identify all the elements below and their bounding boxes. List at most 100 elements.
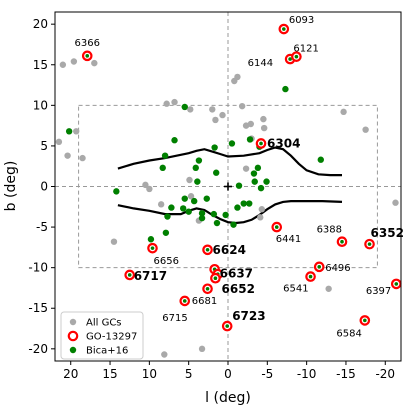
bica16-point [257, 184, 265, 192]
y-tick-label: 20 [33, 17, 48, 31]
legend: All GCs GO-13297 Bica+16 [60, 311, 144, 360]
go13297-point-core [288, 57, 292, 61]
go13297-point-core [274, 225, 279, 229]
go13297-point-core [294, 54, 299, 59]
y-tick-label: 10 [33, 98, 48, 112]
all-gcs-point [142, 181, 149, 189]
all-gcs-point [392, 199, 399, 206]
go13297-point-core [367, 242, 372, 246]
y-tick-label: 15 [33, 58, 48, 72]
cluster-label-6681: 6681 [192, 296, 217, 307]
y-tick-label: -10 [28, 261, 48, 275]
all-gcs-point [219, 111, 226, 119]
data-points [55, 23, 402, 358]
cluster-label-6093: 6093 [289, 15, 314, 26]
x-tick-label: 15 [102, 367, 117, 381]
x-tick-label: 5 [185, 367, 193, 381]
bica16-point [65, 128, 73, 135]
bica16-point [159, 164, 166, 172]
bica16-point [181, 195, 188, 202]
all-gcs-point [231, 77, 238, 85]
bica16-point [171, 137, 178, 144]
x-tick-label: -20 [375, 367, 395, 381]
cluster-label-6397: 6397 [366, 286, 391, 297]
bica16-point [246, 136, 254, 143]
go13297-point-core [85, 54, 90, 58]
legend-label: GO-13297 [86, 332, 137, 343]
bica16-point [179, 205, 187, 212]
all-gcs-point [187, 106, 194, 113]
bica16-point [164, 213, 171, 220]
bica16-point [203, 195, 210, 202]
cluster-label-6388: 6388 [317, 225, 342, 236]
go13297-point-core [205, 248, 210, 252]
go13297-point-core [150, 246, 155, 250]
x-tick-label: -10 [297, 367, 317, 381]
bica16-point [113, 188, 120, 195]
y-axis-title: b (deg) [3, 161, 19, 212]
all-gcs-point [260, 124, 268, 132]
all-gcs-point [362, 126, 369, 133]
bica16-point [230, 221, 237, 228]
bica16-point [222, 211, 229, 219]
go13297-point-core [182, 299, 187, 303]
legend-label: All GCs [86, 318, 122, 329]
cluster-label-6584: 6584 [336, 328, 361, 339]
all-gcs-point [70, 58, 78, 65]
all-gcs-point [212, 116, 219, 124]
bica16-point [282, 85, 289, 93]
all-gcs-point [157, 201, 165, 208]
all-gcs-point [242, 165, 250, 172]
bica16-point [250, 170, 258, 177]
all-gcs-point [55, 138, 63, 146]
cluster-label-6441: 6441 [276, 234, 301, 245]
go13297-point-core [225, 324, 230, 328]
all-gcs-point [187, 193, 195, 200]
cluster-label-6656: 6656 [154, 256, 179, 267]
all-gcs-point [247, 120, 255, 128]
bica16-point [211, 144, 218, 151]
y-tick-label: 0 [40, 180, 48, 194]
bica16-point [251, 178, 258, 185]
bica16-point [181, 103, 188, 111]
all-gcs-point [198, 345, 206, 353]
legend-box [60, 311, 144, 360]
bica16-point [161, 152, 169, 159]
bica16-point [194, 178, 201, 185]
go13297-point-core [317, 265, 322, 269]
bica16-point [234, 204, 241, 211]
axis-ticks: 20 15 10 5 0 -5 -10 -15 -20 20 15 10 5 0 -5 -10 -15 -20 [28, 17, 395, 381]
go13297-point-core [340, 239, 344, 244]
all-gcs-point [257, 214, 264, 221]
bica16-point [246, 200, 253, 207]
bica16-point [213, 219, 221, 227]
all-gcs-point [64, 152, 71, 159]
bica16-point [210, 210, 218, 218]
cluster-label-6352: 6352 [371, 226, 404, 240]
bica16-point [147, 236, 155, 243]
all-gcs-point [73, 128, 80, 135]
bica16-point [168, 204, 175, 211]
legend-marker-bica16 [69, 346, 77, 354]
bica16-point [228, 140, 236, 147]
legend-marker-go13297 [67, 330, 79, 342]
cluster-label-6717: 6717 [134, 269, 167, 283]
cluster-label-6652: 6652 [222, 282, 255, 296]
x-tick-label: 20 [63, 367, 78, 381]
all-gcs-point [171, 98, 178, 106]
all-gcs-point [186, 176, 193, 184]
bica16-point [317, 156, 324, 163]
bica16-point [263, 178, 270, 185]
all-gcs-point [325, 285, 332, 292]
bica16-point [235, 182, 243, 189]
cluster-label-6541: 6541 [283, 284, 308, 295]
bica16-point [190, 197, 198, 205]
go13297-point-core [259, 141, 263, 146]
all-gcs-point [91, 59, 98, 67]
bica16-point [198, 210, 206, 217]
reference-box [78, 104, 378, 269]
go13297-point-core [127, 273, 132, 277]
y-tick-label: -5 [36, 220, 48, 234]
y-tick-label: -15 [28, 301, 48, 315]
